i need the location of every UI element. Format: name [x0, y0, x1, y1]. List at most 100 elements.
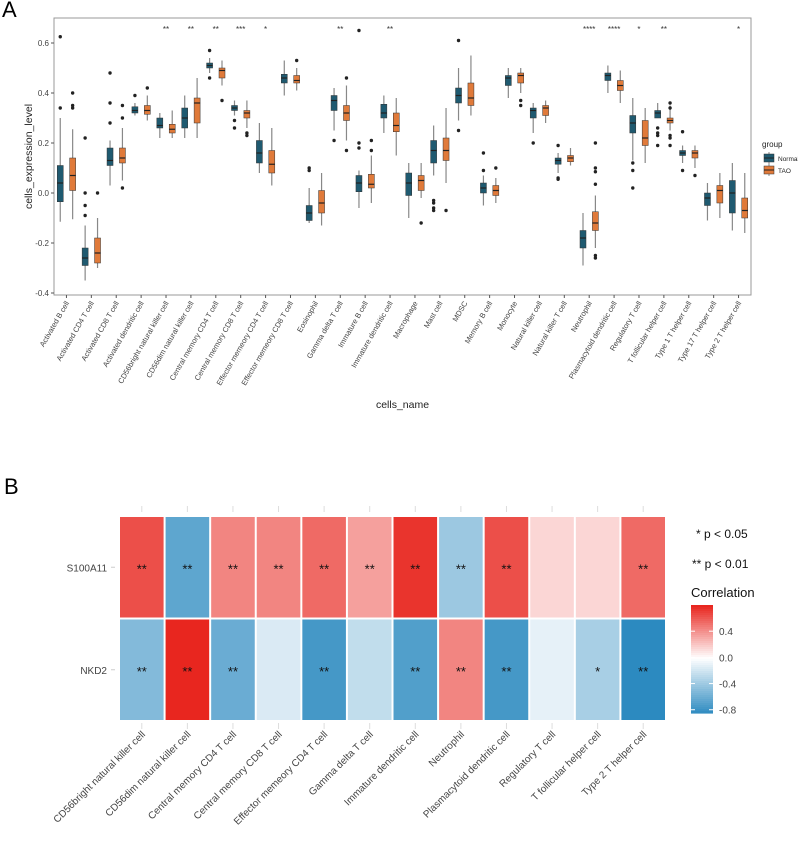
heatmap-chart: S100A11 ** ** ** ** ** ** ** ** ** **NKD2 ** ** ** ** *…	[52, 506, 755, 828]
box-normal	[529, 107, 537, 119]
outlier-point	[431, 198, 436, 203]
y-tick-label: -0.2	[35, 239, 49, 248]
colorbar-segment	[691, 709, 713, 712]
significance-label: **	[661, 25, 667, 34]
legend-label-normal: Normal	[778, 156, 798, 163]
outlier-point	[593, 253, 598, 258]
box-tao	[393, 112, 400, 132]
outlier-point	[108, 71, 112, 75]
colorbar-segment	[691, 665, 713, 668]
heatmap-cell	[256, 619, 301, 720]
heatmap-cell	[575, 619, 620, 720]
outlier-point	[357, 141, 361, 145]
cell-significance: **	[137, 561, 147, 576]
annotation-p001: ** p < 0.01	[692, 557, 749, 571]
outlier-point	[207, 76, 212, 80]
box-tao	[641, 120, 649, 146]
box-tao	[318, 190, 325, 214]
colorbar-segment	[691, 651, 713, 654]
outlier-point	[519, 103, 523, 108]
y-axis-title: cells_expression_level	[23, 104, 35, 209]
heatmap-cell	[120, 517, 164, 618]
box-normal	[554, 157, 562, 165]
cell-significance: **	[228, 561, 238, 576]
outlier-point	[680, 168, 685, 173]
box-tao	[542, 105, 549, 116]
colorbar-segment	[691, 633, 713, 636]
outlier-point	[431, 208, 436, 213]
colorbar-segment	[691, 663, 713, 666]
column-label: Central memory CD8 T cell	[192, 729, 285, 822]
box-normal	[131, 106, 139, 114]
colorbar-segment	[691, 685, 713, 688]
outlier-point	[631, 168, 635, 173]
outlier-point	[83, 136, 87, 140]
significance-label: **	[163, 25, 169, 34]
colorbar-segment	[691, 699, 713, 702]
colorbar-tick-label: 0.4	[719, 627, 733, 638]
legend-title: group	[762, 140, 783, 149]
outlier-point	[631, 186, 635, 190]
outlier-point	[232, 118, 237, 123]
outlier-point	[70, 91, 75, 95]
outlier-point	[58, 35, 62, 39]
outlier-point	[655, 133, 660, 138]
outlier-point	[70, 106, 75, 110]
colorbar-segment	[691, 687, 713, 690]
heatmap-cell	[165, 619, 210, 720]
colorbar-segment	[691, 701, 713, 704]
column-label: Effector memeory CD4 T cell	[232, 729, 330, 827]
y-tick-label: 0.6	[38, 39, 50, 48]
outlier-point	[668, 143, 672, 148]
box-normal	[430, 140, 437, 164]
box-normal	[579, 230, 587, 249]
outlier-point	[593, 256, 598, 260]
significance-label: **	[188, 25, 194, 34]
colorbar-segment	[691, 605, 713, 608]
colorbar-segment	[691, 639, 713, 642]
box-normal	[330, 95, 338, 111]
cell-significance: **	[501, 561, 511, 576]
outlier-point	[593, 170, 598, 174]
heatmap-cell	[484, 517, 529, 618]
outlier-point	[232, 126, 237, 130]
column-label: Neutrophil	[427, 729, 467, 769]
box-tao	[567, 155, 574, 162]
colorbar-title: Correlation	[691, 585, 755, 600]
box-tao	[691, 150, 699, 159]
outlier-point	[655, 143, 660, 148]
box-normal	[704, 192, 711, 206]
box-normal	[604, 72, 612, 81]
box-tao	[417, 175, 425, 191]
colorbar-tick-label: -0.4	[719, 680, 737, 691]
heatmap-cell	[575, 517, 620, 618]
x-tick-label: Macrophage	[391, 300, 420, 341]
outlier-point	[220, 98, 224, 103]
heatmap-cell	[347, 517, 392, 618]
heatmap-cell	[439, 517, 483, 618]
outlier-point	[307, 166, 311, 170]
colorbar-segment	[691, 623, 713, 626]
box-tao	[716, 185, 724, 204]
significance-label: ***	[236, 25, 245, 34]
heatmap-cell	[256, 517, 301, 618]
heatmap-cell	[393, 517, 438, 618]
box-normal	[81, 247, 89, 266]
boxplot-chart: -0.4 -0.2 0.0 0.2 0.4 0.6 cells_expression_lev…	[23, 17, 798, 411]
outlier-point	[556, 177, 560, 181]
heatmap-cell	[621, 619, 665, 720]
outlier-point	[245, 133, 249, 138]
outlier-point	[556, 143, 560, 148]
box-normal	[654, 110, 661, 119]
outlier-point	[357, 28, 361, 33]
outlier-point	[481, 168, 486, 173]
colorbar-segment	[691, 637, 713, 640]
outlier-point	[95, 191, 100, 195]
heatmap-cell	[530, 517, 574, 618]
x-tick-label: Neutrophil	[569, 299, 594, 333]
colorbar-segment	[691, 625, 713, 628]
x-tick-label: Monocyte	[495, 300, 519, 333]
colorbar-segment	[691, 621, 713, 624]
heatmap-cell	[302, 619, 346, 720]
column-label: CD56dim natural killer cell	[104, 729, 194, 819]
